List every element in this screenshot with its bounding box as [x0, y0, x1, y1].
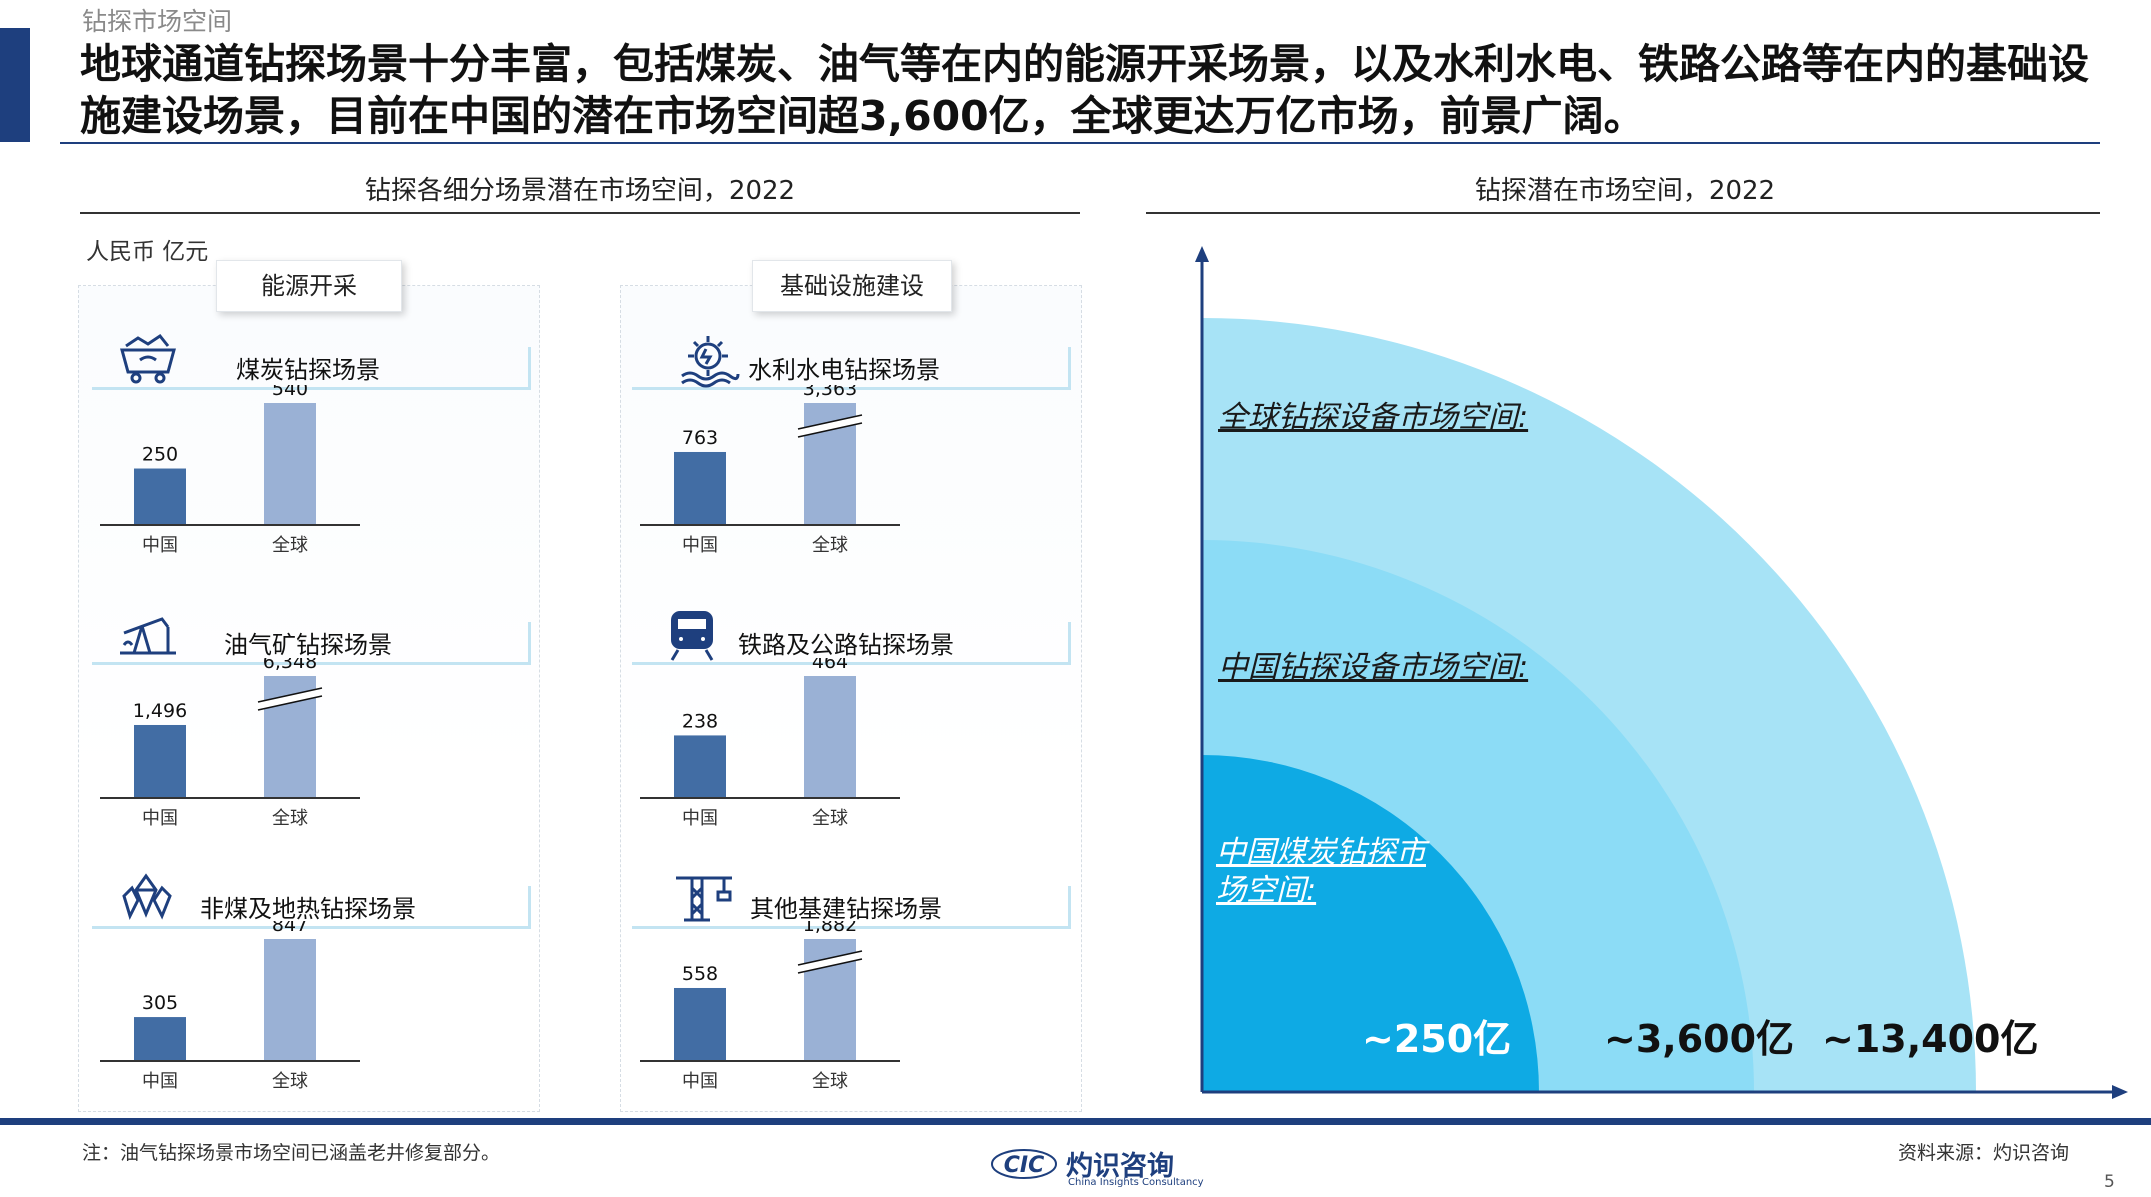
section-label: 钻探市场空间 — [82, 7, 233, 36]
axis-break-line — [257, 687, 323, 703]
scene-banner-nonCoal — [92, 886, 531, 929]
ring-value-china: ~3,600亿 — [1604, 1017, 1795, 1061]
scene-title-rail: 铁路及公路钻探场景 — [738, 631, 954, 659]
scene-title-coal: 煤炭钻探场景 — [236, 356, 380, 384]
bar-chart-hydro: 763 中国 3,363 全球 — [640, 385, 900, 556]
cic-logo-icon: CIC — [991, 1149, 1057, 1179]
category-label: 全球 — [812, 1071, 848, 1092]
hydro-wheel-icon — [676, 334, 740, 388]
category-label: 中国 — [682, 808, 718, 829]
ring-coal — [1202, 755, 1539, 1092]
bar-china — [134, 1017, 186, 1061]
bar-value-label: 847 — [272, 921, 308, 936]
scene-title-oil: 油气矿钻探场景 — [224, 631, 392, 659]
right-panel-rule — [1146, 212, 2100, 214]
category-label: 中国 — [142, 535, 178, 556]
page-number: 5 — [2104, 1172, 2115, 1192]
left-panel-title: 钻探各细分场景潜在市场空间，2022 — [364, 176, 796, 206]
bar-value-label: 464 — [812, 658, 848, 673]
bar-china — [674, 987, 726, 1061]
bar-chart-noncoal: 305 中国 847 全球 — [100, 921, 360, 1092]
ring-label-global: 全球钻探设备市场空间: — [1218, 400, 1529, 435]
axis-break-line — [257, 695, 323, 711]
bar-chart-rail: 238 中国 464 全球 — [640, 658, 900, 829]
axis-break-line — [797, 958, 863, 974]
bar-value-label: 1,496 — [133, 700, 187, 722]
train-icon — [660, 608, 724, 662]
logo-abbr: CIC — [1004, 1153, 1044, 1178]
headline: 地球通道钻探场景十分丰富，包括煤炭、油气等在内的能源开采场景，以及水利水电、铁路… — [80, 40, 2089, 140]
axis-break-gap — [797, 951, 863, 973]
bar-value-label: 3,363 — [803, 385, 857, 400]
bar-chart-other-infra: 558 中国 1,882 全球 — [640, 921, 900, 1092]
bar-global — [264, 939, 316, 1061]
axis-break-gap — [797, 415, 863, 437]
scene-title-noncoal: 非煤及地热钻探场景 — [200, 895, 416, 923]
group-tab-energy: 能源开采 — [216, 260, 402, 312]
bar-value-label: 238 — [682, 710, 718, 732]
bar-chart-coal: 250 中国 540 全球 — [100, 385, 360, 556]
bar-global — [264, 403, 316, 525]
bar-chart-oil: 1,496 中国 6,348 全球 — [100, 658, 360, 829]
crane-icon — [672, 870, 736, 924]
footnote: 注：油气钻探场景市场空间已涵盖老井修复部分。 — [82, 1142, 501, 1164]
ring-value-global: ~13,400亿 — [1822, 1017, 2039, 1061]
scene-banner-hydro — [632, 347, 1071, 390]
bar-china — [134, 724, 186, 798]
unit-label: 人民币 亿元 — [86, 239, 209, 265]
bar-value-label: 305 — [142, 992, 178, 1014]
category-label: 中国 — [142, 808, 178, 829]
oil-pump-icon — [116, 607, 180, 661]
bar-china — [674, 451, 726, 525]
scene-title-other-infra: 其他基建钻探场景 — [750, 895, 942, 923]
x-axis-arrow — [2112, 1085, 2128, 1099]
logo-name-en: China Insights Consultancy — [1068, 1177, 1204, 1188]
bar-value-label: 558 — [682, 963, 718, 985]
scene-banner-rail — [632, 622, 1071, 665]
bar-china — [674, 735, 726, 798]
ring-label-china: 中国钻探设备市场空间: — [1218, 650, 1529, 685]
category-label: 全球 — [272, 535, 308, 556]
scene-banner-oil — [92, 622, 531, 665]
ring-value-coal: ~250亿 — [1362, 1017, 1512, 1061]
source-note: 资料来源：灼识咨询 — [1898, 1142, 2070, 1164]
crystal-icon — [114, 870, 178, 924]
axis-break-line — [797, 414, 863, 430]
bar-china — [134, 468, 186, 525]
bar-global — [804, 676, 856, 798]
footer-band — [0, 1118, 2151, 1125]
logo-name-cn: 灼识咨询 — [1066, 1151, 1174, 1182]
category-label: 全球 — [272, 808, 308, 829]
bar-value-label: 6,348 — [263, 658, 317, 673]
y-axis-arrow — [1195, 246, 1209, 262]
bar-value-label: 1,882 — [803, 921, 857, 936]
category-label: 中国 — [142, 1071, 178, 1092]
mine-cart-icon — [116, 332, 180, 386]
bar-value-label: 250 — [142, 444, 178, 466]
title-accent-bar — [0, 28, 30, 142]
axis-break-line — [797, 950, 863, 966]
headline-rule — [60, 142, 2100, 144]
right-panel-title: 钻探潜在市场空间，2022 — [1474, 176, 1776, 206]
ring-label-coal: 中国煤炭钻探市场空间: — [1216, 835, 1426, 908]
scene-banner-infra-other — [632, 886, 1071, 929]
category-label: 全球 — [272, 1071, 308, 1092]
axis-break-line — [797, 422, 863, 438]
left-panel-rule — [80, 212, 1080, 214]
category-label: 全球 — [812, 535, 848, 556]
scene-banner-coal — [92, 347, 531, 390]
bar-value-label: 540 — [272, 385, 308, 400]
category-label: 全球 — [812, 808, 848, 829]
category-label: 中国 — [682, 1071, 718, 1092]
group-tab-infrastructure: 基础设施建设 — [752, 260, 952, 312]
scene-title-hydro: 水利水电钻探场景 — [748, 356, 940, 384]
market-quarter-rings — [1195, 246, 2128, 1099]
axis-break-gap — [257, 688, 323, 710]
category-label: 中国 — [682, 535, 718, 556]
bar-value-label: 763 — [682, 427, 718, 449]
